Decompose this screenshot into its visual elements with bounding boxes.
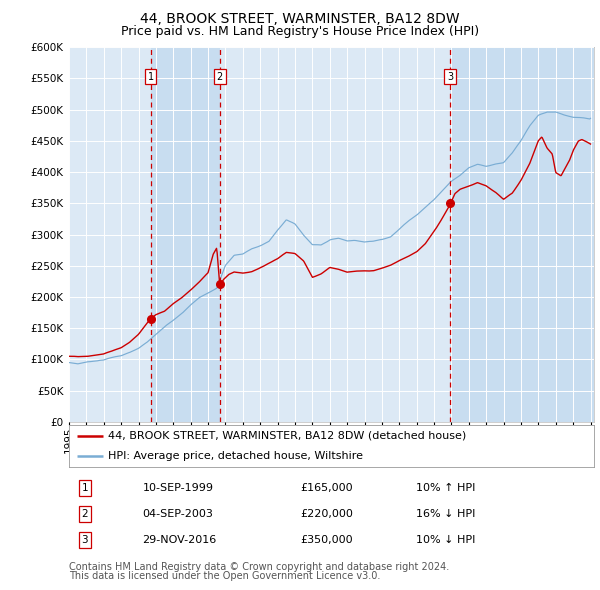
Text: This data is licensed under the Open Government Licence v3.0.: This data is licensed under the Open Gov… xyxy=(69,571,380,581)
Text: 16% ↓ HPI: 16% ↓ HPI xyxy=(415,509,475,519)
Text: £220,000: £220,000 xyxy=(300,509,353,519)
Text: 29-NOV-2016: 29-NOV-2016 xyxy=(143,535,217,545)
Text: 44, BROOK STREET, WARMINSTER, BA12 8DW (detached house): 44, BROOK STREET, WARMINSTER, BA12 8DW (… xyxy=(109,431,467,441)
Text: £165,000: £165,000 xyxy=(300,483,353,493)
Bar xyxy=(151,47,220,422)
Text: 2: 2 xyxy=(217,71,223,81)
Text: 10% ↑ HPI: 10% ↑ HPI xyxy=(415,483,475,493)
Text: Price paid vs. HM Land Registry's House Price Index (HPI): Price paid vs. HM Land Registry's House … xyxy=(121,25,479,38)
Text: 1: 1 xyxy=(148,71,154,81)
Text: HPI: Average price, detached house, Wiltshire: HPI: Average price, detached house, Wilt… xyxy=(109,451,364,461)
Text: £350,000: £350,000 xyxy=(300,535,353,545)
Text: 3: 3 xyxy=(82,535,88,545)
Text: 3: 3 xyxy=(447,71,453,81)
Text: 1: 1 xyxy=(82,483,88,493)
Text: 44, BROOK STREET, WARMINSTER, BA12 8DW: 44, BROOK STREET, WARMINSTER, BA12 8DW xyxy=(140,12,460,26)
Text: 10% ↓ HPI: 10% ↓ HPI xyxy=(415,535,475,545)
Text: 04-SEP-2003: 04-SEP-2003 xyxy=(143,509,214,519)
Text: 10-SEP-1999: 10-SEP-1999 xyxy=(143,483,214,493)
Bar xyxy=(450,47,594,422)
Text: 2: 2 xyxy=(82,509,88,519)
Text: Contains HM Land Registry data © Crown copyright and database right 2024.: Contains HM Land Registry data © Crown c… xyxy=(69,562,449,572)
